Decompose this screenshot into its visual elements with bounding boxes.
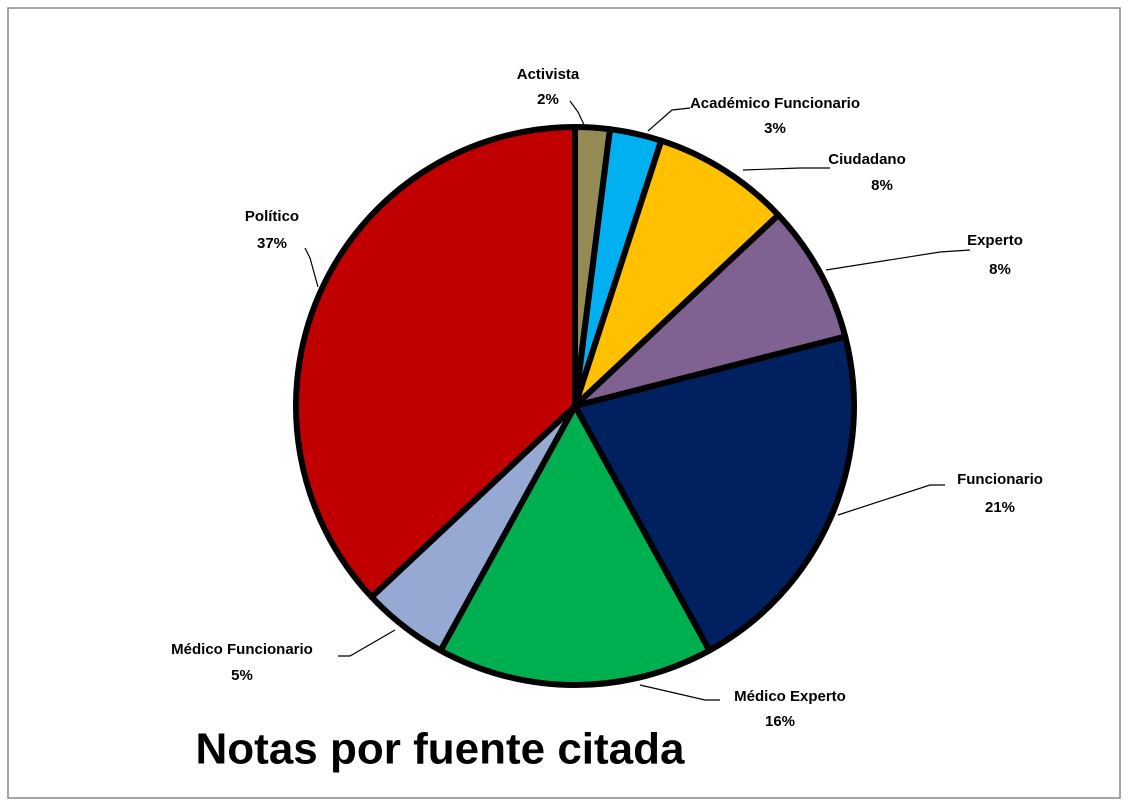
slice-label: Activista bbox=[517, 66, 580, 83]
leader-line bbox=[647, 107, 691, 132]
slice-label: Experto bbox=[967, 232, 1023, 249]
slice-label: Ciudadano bbox=[828, 151, 906, 168]
slice-value-label: 8% bbox=[871, 177, 893, 194]
leader-line bbox=[825, 249, 971, 271]
slice-value-label: 5% bbox=[231, 667, 253, 684]
slice-value-label: 16% bbox=[765, 713, 795, 730]
leader-line bbox=[338, 629, 396, 657]
slice-value-label: 8% bbox=[989, 261, 1011, 278]
pie-slice bbox=[572, 137, 782, 409]
pie-slice bbox=[572, 333, 857, 654]
slice-value-label: 37% bbox=[257, 235, 287, 252]
leader-line bbox=[742, 167, 830, 171]
slice-label: Médico Funcionario bbox=[171, 641, 313, 658]
slice-value-label: 21% bbox=[985, 499, 1015, 516]
slice-label: Académico Funcionario bbox=[690, 95, 860, 112]
leader-line bbox=[837, 484, 945, 516]
slice-label: Médico Experto bbox=[734, 688, 846, 705]
pie-slice bbox=[572, 212, 849, 409]
slice-label: Funcionario bbox=[957, 471, 1043, 488]
leader-line bbox=[639, 684, 720, 701]
leader-line bbox=[304, 247, 319, 288]
chart-title: Notas por fuente citada bbox=[196, 725, 685, 774]
slice-label: Político bbox=[245, 208, 299, 225]
pie-slice bbox=[437, 403, 713, 688]
slice-value-label: 2% bbox=[537, 91, 559, 108]
slice-value-label: 3% bbox=[764, 120, 786, 137]
pie bbox=[293, 124, 857, 688]
pie-slice bbox=[293, 124, 578, 600]
leader-line bbox=[569, 100, 586, 128]
